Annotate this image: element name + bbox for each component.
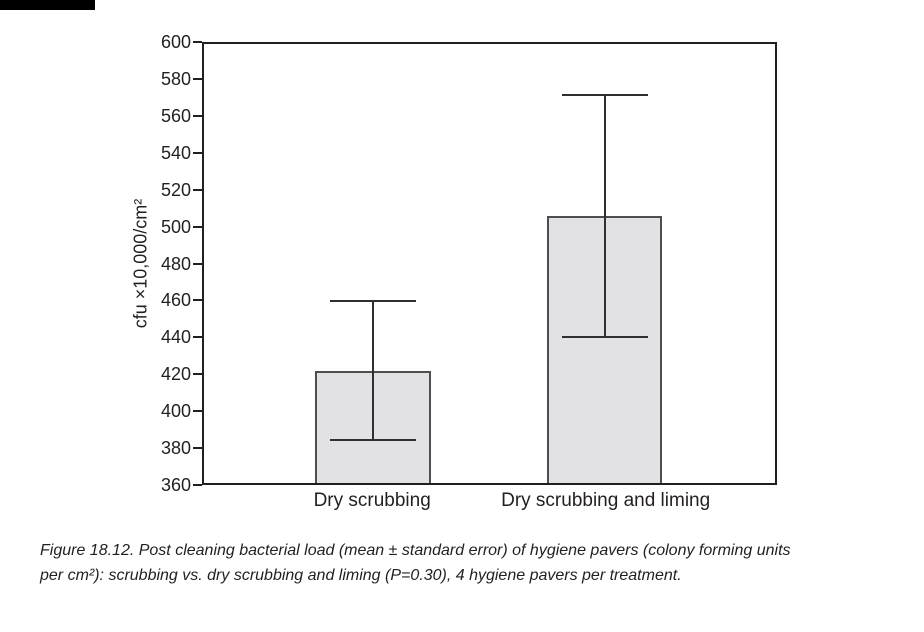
y-tick-label: 600: [160, 32, 191, 52]
y-tick-mark: [193, 188, 202, 191]
x-category-label: Dry scrubbing and liming: [501, 490, 711, 511]
y-tick-label: 520: [160, 179, 191, 200]
page-header-bar: [0, 0, 95, 10]
y-tick-label: 440: [160, 327, 191, 348]
plot-area: [202, 42, 777, 485]
error-bar-cap-bottom: [330, 439, 416, 442]
error-bar-line: [603, 95, 606, 337]
y-tick-label: 480: [160, 253, 191, 274]
y-tick-label: 420: [160, 364, 191, 385]
y-tick-label: 580: [160, 68, 191, 89]
figure-caption: Figure 18.12. Post cleaning bacterial lo…: [40, 538, 910, 588]
y-tick-mark: [193, 299, 202, 302]
y-tick-label: 560: [160, 105, 191, 126]
caption-line-1: Figure 18.12. Post cleaning bacterial lo…: [40, 542, 791, 559]
y-tick-mark: [193, 262, 202, 265]
error-bar-cap-top: [330, 300, 416, 302]
caption-line-2: per cm²): scrubbing vs. dry scrubbing an…: [40, 567, 682, 584]
error-bar-line: [372, 301, 375, 441]
x-category-label: Dry scrubbing: [313, 490, 431, 511]
y-tick-mark: [193, 447, 202, 450]
y-tick-mark: [193, 373, 202, 376]
y-tick-mark: [193, 151, 202, 154]
y-tick-mark: [193, 41, 202, 43]
y-tick-mark: [193, 410, 202, 413]
y-tick-mark: [193, 484, 202, 486]
error-bar-cap-bottom: [562, 335, 648, 338]
y-tick-mark: [193, 114, 202, 117]
y-tick-mark: [193, 225, 202, 228]
y-tick-label: 400: [160, 401, 191, 422]
y-tick-label: 500: [160, 216, 191, 237]
error-bar-cap-top: [562, 94, 648, 97]
y-tick-label: 540: [160, 142, 191, 163]
y-tick-label: 360: [160, 475, 191, 495]
y-tick-label: 460: [160, 290, 191, 311]
y-tick-mark: [193, 77, 202, 80]
y-tick-mark: [193, 336, 202, 339]
y-tick-label: 380: [160, 438, 191, 459]
